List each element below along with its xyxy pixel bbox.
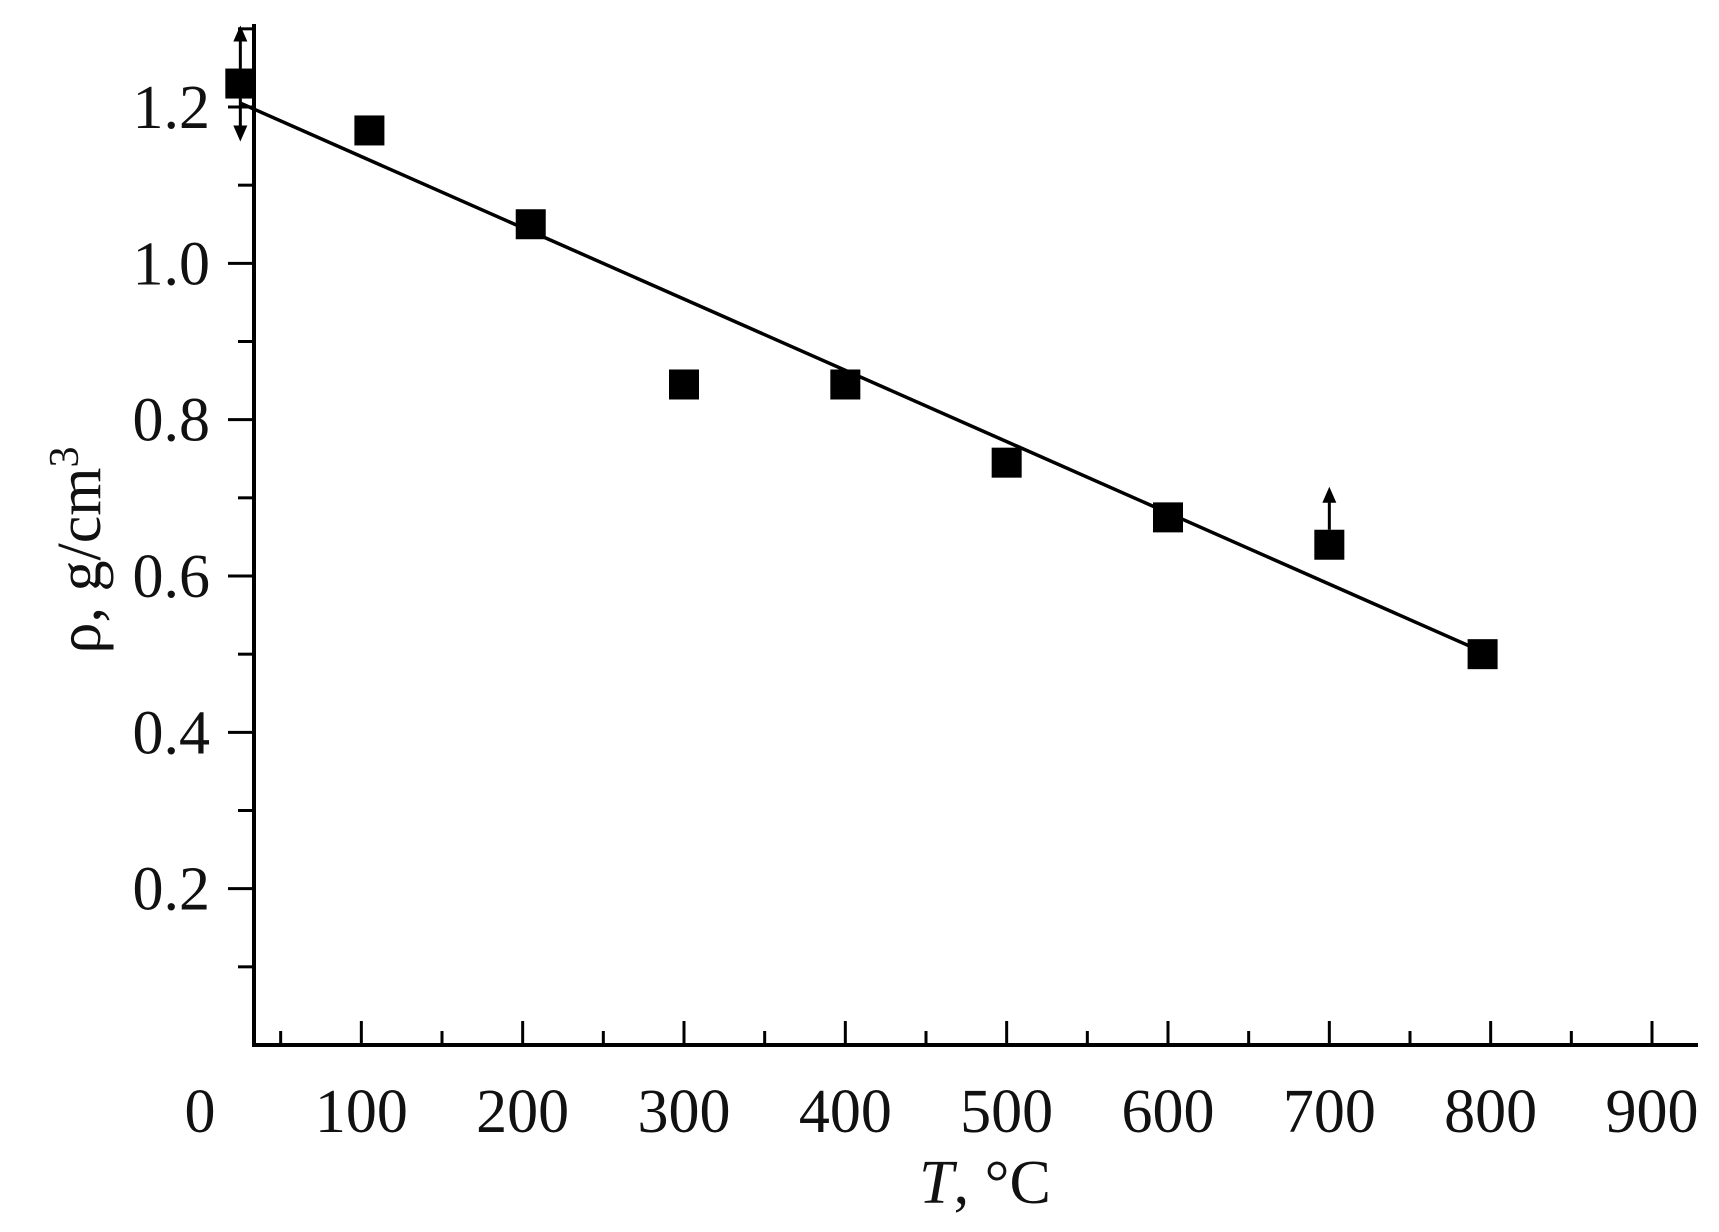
y-tick-label: 0.2 <box>133 856 211 924</box>
x-tick-label: 600 <box>1122 1078 1215 1146</box>
x-tick-label: 700 <box>1283 1078 1376 1146</box>
error-arrow-up-head <box>1322 486 1337 503</box>
x-axis-tick-labels: 0 100 200 300 400 500 600 700 800 900 <box>185 1078 1699 1146</box>
x-tick-label: 800 <box>1444 1078 1537 1146</box>
y-tick-label: 1.0 <box>133 230 211 298</box>
x-tick-label: 300 <box>638 1078 731 1146</box>
y-axis-label-superscript: 3 <box>42 447 88 468</box>
x-tick-label: 0 <box>185 1078 216 1146</box>
y-tick-label: 0.6 <box>133 543 211 611</box>
fit-line-group <box>239 101 1484 654</box>
error-arrow-up-head <box>233 25 248 42</box>
y-axis-ticks <box>228 27 254 969</box>
y-axis-label: ρ, g/cm3 <box>42 447 114 654</box>
y-axis-label-main: ρ, g/cm <box>46 468 114 654</box>
x-axis-ticks <box>279 1021 1654 1045</box>
y-axis-tick-labels: 0.2 0.4 0.6 0.8 1.0 1.2 <box>133 74 211 924</box>
data-point <box>991 447 1022 478</box>
data-point <box>225 68 256 99</box>
error-arrow-down-head <box>233 125 248 142</box>
data-point <box>1467 639 1498 670</box>
data-point <box>830 369 861 400</box>
x-tick-label: 200 <box>476 1078 569 1146</box>
data-points <box>225 25 1498 670</box>
data-point <box>354 115 385 146</box>
data-point <box>1153 502 1183 533</box>
data-point <box>515 209 546 240</box>
x-tick-label: 400 <box>799 1078 892 1146</box>
data-point <box>1314 529 1345 560</box>
y-tick-label: 1.2 <box>133 74 211 142</box>
chart-axes <box>252 24 1698 1047</box>
y-tick-label: 0.8 <box>133 387 211 455</box>
x-tick-label: 100 <box>315 1078 408 1146</box>
fit-line <box>239 101 1484 654</box>
x-axis-label: T, °C <box>919 1149 1051 1217</box>
y-tick-label: 0.4 <box>133 699 211 767</box>
data-point <box>669 369 699 400</box>
x-tick-label: 900 <box>1606 1078 1699 1146</box>
x-tick-label: 500 <box>960 1078 1053 1146</box>
x-axis-label-unit: , °C <box>954 1149 1051 1217</box>
x-axis-label-symbol: T <box>919 1149 958 1217</box>
